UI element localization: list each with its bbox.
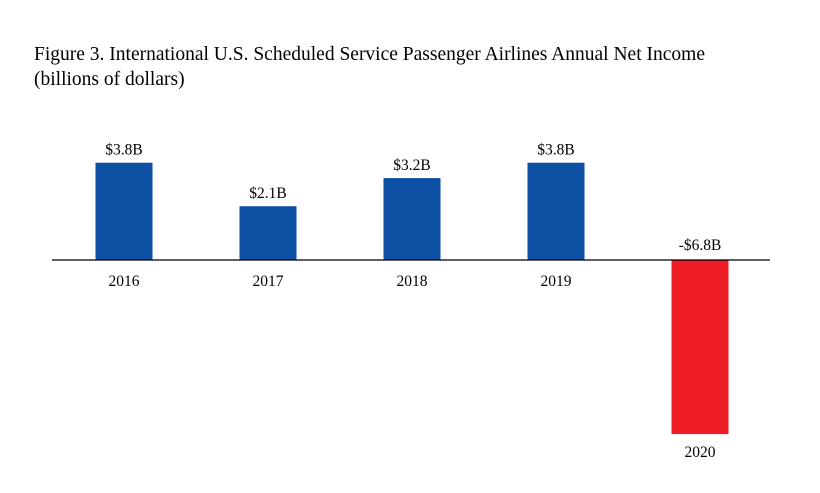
data-label-2019: $3.8B <box>537 142 574 159</box>
chart-title-block: Figure 3. International U.S. Scheduled S… <box>34 42 804 92</box>
category-labels-group: 2016 2017 2018 2019 2020 <box>109 273 716 461</box>
bar-2017 <box>239 206 297 260</box>
chart-subtitle: (billions of dollars) <box>34 69 185 90</box>
chart-title: Figure 3. International U.S. Scheduled S… <box>34 44 705 65</box>
bar-2020 <box>671 260 729 435</box>
category-label-2018: 2018 <box>397 273 428 290</box>
bar-2016 <box>95 162 153 260</box>
bars-group <box>95 162 729 435</box>
category-label-2019: 2019 <box>541 273 572 290</box>
data-label-2017: $2.1B <box>249 185 286 202</box>
data-label-2018: $3.2B <box>393 157 430 174</box>
data-label-2016: $3.8B <box>105 142 142 159</box>
data-label-2020: -$6.8B <box>679 237 722 254</box>
bar-2018 <box>383 178 441 260</box>
bar-2019 <box>527 162 585 260</box>
category-label-2017: 2017 <box>253 273 284 290</box>
category-label-2016: 2016 <box>109 273 140 290</box>
data-labels-group: $3.8B $2.1B $3.2B $3.8B -$6.8B <box>105 142 721 254</box>
category-label-2020: 2020 <box>685 444 716 461</box>
